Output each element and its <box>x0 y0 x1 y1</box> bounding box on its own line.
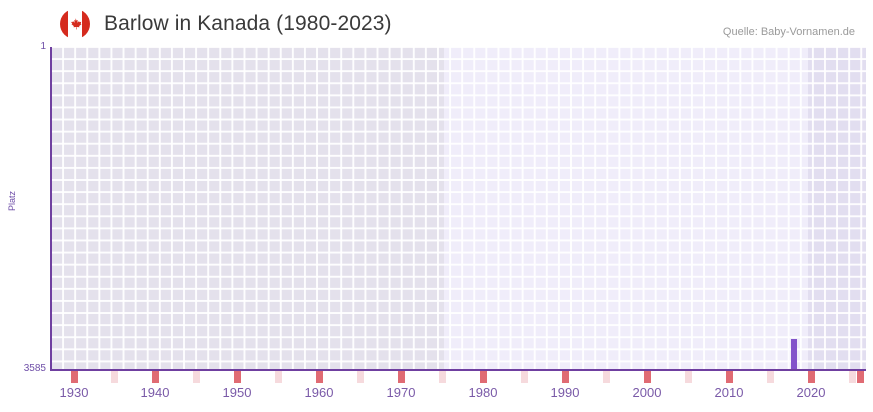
x-axis-tick <box>857 371 864 383</box>
x-axis-tick <box>398 371 405 383</box>
page-title: Barlow in Kanada (1980-2023) <box>104 12 392 35</box>
x-axis-tick-label: 1970 <box>386 385 416 400</box>
x-axis-tick <box>603 371 610 383</box>
x-axis-tick <box>275 371 282 383</box>
x-axis-tick <box>685 371 692 383</box>
flag-band-right <box>82 9 90 39</box>
x-axis-tick <box>111 371 118 383</box>
x-axis-tick <box>152 371 159 383</box>
x-axis-tick <box>849 371 856 383</box>
x-axis-tick-label: 1990 <box>550 385 580 400</box>
x-axis-ticks <box>51 371 866 383</box>
x-axis-tick <box>562 371 569 383</box>
x-axis-tick-label: 2020 <box>796 385 826 400</box>
x-axis-tick-label: 2000 <box>632 385 662 400</box>
x-axis-tick <box>357 371 364 383</box>
bar-2020[interactable] <box>791 339 797 370</box>
x-axis-tick <box>316 371 323 383</box>
x-axis-tick <box>480 371 487 383</box>
y-axis-title: Platz <box>7 191 17 212</box>
x-axis-tick-label: 1980 <box>468 385 498 400</box>
x-axis-tick <box>193 371 200 383</box>
plot-area <box>51 47 866 370</box>
x-axis-tick-label: 2010 <box>714 385 744 400</box>
plot-gridlines <box>51 47 866 370</box>
maple-leaf-icon <box>60 9 90 39</box>
x-axis-tick <box>521 371 528 383</box>
x-axis-tick-label: 1960 <box>304 385 334 400</box>
source-attribution: Quelle: Baby-Vornamen.de <box>722 26 855 38</box>
chart-header: Barlow in Kanada (1980-2023) Quelle: Bab… <box>0 0 873 45</box>
flag-band-left <box>60 9 68 39</box>
x-axis-tick <box>726 371 733 383</box>
x-axis-tick <box>71 371 78 383</box>
y-axis-bottom-label: 3585 <box>23 363 46 374</box>
y-axis-line <box>50 47 52 371</box>
x-axis-tick-label: 1930 <box>59 385 89 400</box>
x-axis-tick <box>808 371 815 383</box>
x-axis-tick <box>767 371 774 383</box>
x-axis-tick-label: 1950 <box>222 385 252 400</box>
x-axis-line <box>50 369 866 371</box>
x-axis-tick <box>644 371 651 383</box>
x-axis-tick-label: 1940 <box>140 385 170 400</box>
y-axis-top-label: 1 <box>40 41 46 52</box>
canada-flag-icon <box>60 9 90 39</box>
x-axis-tick <box>439 371 446 383</box>
x-axis-tick <box>234 371 241 383</box>
